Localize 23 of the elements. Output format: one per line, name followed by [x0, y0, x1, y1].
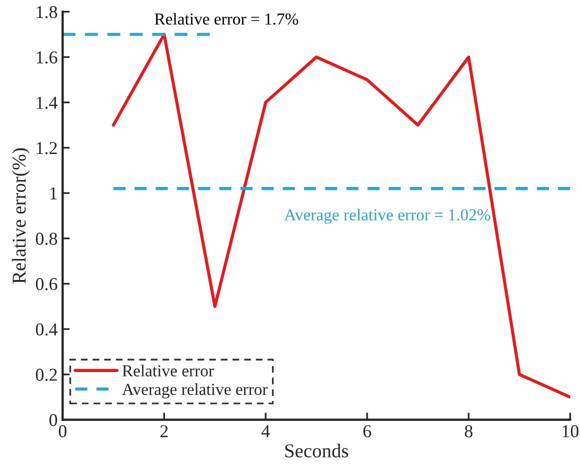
x-tick-label: 6 — [363, 425, 372, 438]
y-tick-label: 0.4 — [36, 323, 58, 336]
legend-label: Relative error — [122, 364, 214, 376]
x-tick-label: 10 — [562, 425, 578, 438]
y-tick-label: 1.4 — [36, 96, 58, 109]
y-tick-label: 0.6 — [36, 278, 58, 290]
y-tick-label: 1.2 — [36, 142, 57, 154]
y-tick-label: 1 — [50, 187, 57, 200]
legend-label: Average relative error — [122, 383, 268, 398]
annotation: Average relative error = 1.02% — [284, 208, 490, 224]
y-tick-label: 0 — [49, 414, 58, 426]
annotation: Relative error = 1.7% — [154, 12, 298, 25]
y-tick-label: 0.2 — [36, 368, 57, 381]
y-tick-label: 0.8 — [36, 232, 58, 245]
line-series — [112, 32, 570, 399]
x-tick-label: 0 — [58, 425, 66, 438]
y-tick-label: 1.8 — [36, 6, 58, 18]
x-tick-label: 8 — [464, 425, 472, 438]
x-tick-label: 2 — [160, 425, 168, 438]
x-tick-label: 4 — [261, 425, 270, 438]
y-tick-label: 1.6 — [36, 51, 58, 64]
x-axis-title: Seconds — [285, 444, 348, 458]
y-axis-title: Relative error(%) — [12, 148, 30, 284]
